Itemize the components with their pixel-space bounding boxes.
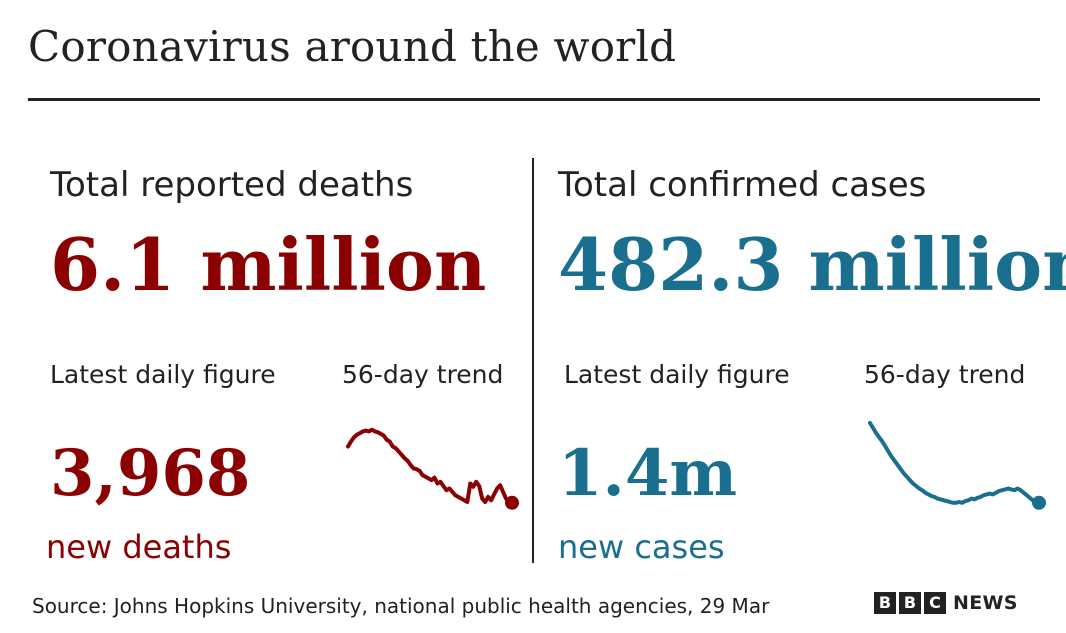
deaths-trend-line (346, 427, 514, 505)
deaths-trend-endpoint (505, 495, 519, 510)
deaths-daily-unit: new deaths (46, 528, 232, 566)
cases-trend-endpoint (1032, 495, 1046, 510)
cases-daily-unit: new cases (558, 528, 725, 566)
cases-sparkline (868, 421, 1046, 510)
deaths-panel: Total reported deaths 6.1 million Latest… (46, 0, 550, 633)
title-rule (28, 98, 1040, 101)
source-note: Source: Johns Hopkins University, nation… (32, 594, 770, 618)
panel-divider (532, 158, 534, 563)
page-title: Coronavirus around the world (28, 22, 677, 71)
deaths-heading: Total reported deaths (50, 165, 414, 205)
cases-heading: Total confirmed cases (558, 165, 927, 205)
cases-panel: Total confirmed cases 482.3 million Late… (558, 0, 1066, 633)
deaths-total: 6.1 million (50, 222, 487, 307)
bbc-logo-letter: B (874, 592, 896, 614)
bbc-logo-news: NEWS (953, 592, 1018, 614)
cases-daily-value: 1.4m (558, 436, 738, 511)
deaths-daily-label: Latest daily figure (50, 360, 276, 389)
bbc-logo-letter: B (899, 592, 921, 614)
deaths-trend-label: 56-day trend (342, 360, 504, 389)
deaths-daily-value: 3,968 (50, 436, 251, 511)
bbc-news-logo: B B C NEWS (874, 592, 1018, 614)
bbc-logo-letter: C (924, 592, 946, 614)
deaths-sparkline (346, 427, 519, 510)
cases-trend-label: 56-day trend (864, 360, 1026, 389)
cases-trend-line (868, 421, 1041, 505)
cases-daily-label: Latest daily figure (564, 360, 790, 389)
cases-total: 482.3 million (558, 222, 1066, 307)
